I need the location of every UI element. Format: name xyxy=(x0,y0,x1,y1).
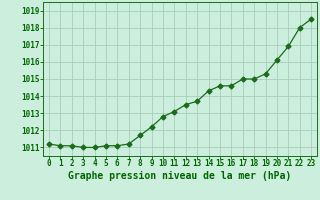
X-axis label: Graphe pression niveau de la mer (hPa): Graphe pression niveau de la mer (hPa) xyxy=(68,171,292,181)
